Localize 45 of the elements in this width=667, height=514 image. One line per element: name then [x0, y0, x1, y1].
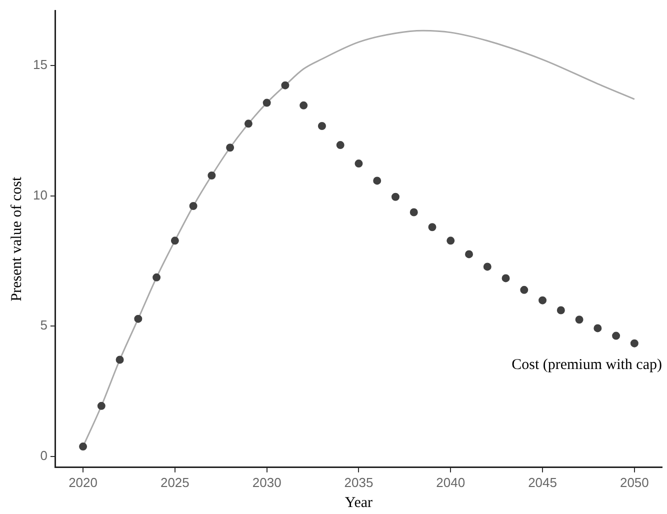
point: [446, 236, 455, 245]
point: [79, 442, 88, 451]
point: [502, 274, 510, 282]
point: [612, 332, 620, 340]
point: [116, 356, 124, 364]
y-tick-label: 15: [32, 57, 48, 72]
x-tick-label: 2030: [252, 474, 282, 490]
point: [428, 223, 436, 232]
point: [483, 262, 492, 271]
point: [134, 314, 142, 323]
point: [520, 286, 528, 294]
point: [170, 236, 179, 245]
point: [262, 98, 271, 107]
x-tick-label: 2035: [344, 474, 374, 490]
point: [300, 101, 308, 110]
x-axis-title: Year: [344, 494, 373, 511]
point: [189, 202, 198, 210]
y-tick-label: 10: [32, 187, 48, 202]
y-tick-label: 5: [40, 318, 48, 333]
point: [556, 306, 565, 314]
x-tick-label: 2040: [436, 474, 466, 490]
point: [575, 316, 584, 324]
point: [410, 208, 418, 216]
point: [630, 339, 638, 348]
series-label: Cost (premium with cap): [512, 356, 662, 373]
x-tick-label: 2050: [620, 474, 649, 490]
point: [336, 141, 344, 150]
point: [281, 81, 290, 90]
x-tick-label: 2020: [68, 474, 98, 490]
point: [373, 176, 382, 185]
point: [354, 160, 363, 168]
point: [465, 250, 474, 258]
point: [318, 122, 326, 130]
point: [152, 273, 161, 282]
y-axis-title: Present value of cost: [8, 176, 25, 302]
y-tick-label: 0: [40, 448, 48, 464]
point: [391, 192, 400, 201]
point: [226, 144, 234, 152]
point: [594, 324, 602, 332]
point: [244, 120, 252, 128]
point: [538, 296, 547, 304]
point: [208, 172, 216, 180]
x-tick-label: 2025: [160, 474, 190, 490]
x-tick-label: 2045: [528, 474, 557, 490]
point: [97, 402, 106, 410]
